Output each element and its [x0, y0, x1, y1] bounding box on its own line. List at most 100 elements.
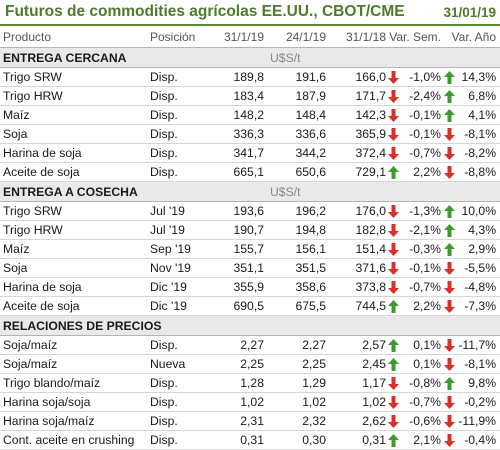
- position: Disp.: [150, 86, 208, 106]
- price-current: 1,02: [208, 392, 264, 412]
- section-unit: U$S/t: [264, 47, 500, 68]
- arrow-up-icon: [441, 239, 459, 259]
- price-year-ago: 176,0: [326, 201, 386, 221]
- product-name: Harina de soja: [0, 143, 150, 163]
- yearly-change: 2,9%: [458, 239, 500, 259]
- price-current: 2,27: [208, 335, 264, 355]
- yearly-change: -8,2%: [458, 143, 500, 163]
- weekly-change: -0,6%: [401, 411, 442, 431]
- section-unit: [264, 315, 500, 336]
- price-year-ago: 182,8: [326, 220, 386, 240]
- price-week-ago: 351,5: [264, 258, 326, 278]
- position: Disp.: [150, 67, 208, 87]
- table-row: Maíz Disp. 148,2 148,4 142,3 -0,1% 4,1%: [0, 105, 500, 125]
- column-header-date-1: 31/1/19: [208, 26, 264, 48]
- price-year-ago: 142,3: [326, 105, 386, 125]
- price-week-ago: 196,2: [264, 201, 326, 221]
- arrow-down-icon: [386, 373, 401, 393]
- arrow-down-icon: [386, 201, 401, 221]
- weekly-change: -2,4%: [401, 86, 442, 106]
- price-week-ago: 336,6: [264, 124, 326, 144]
- price-current: 2,25: [208, 354, 264, 374]
- price-current: 148,2: [208, 105, 264, 125]
- arrow-up-icon: [441, 220, 459, 240]
- price-current: 189,8: [208, 67, 264, 87]
- position: Dic '19: [150, 296, 208, 316]
- price-year-ago: 2,45: [326, 354, 386, 374]
- position: Disp.: [150, 105, 208, 125]
- price-week-ago: 191,6: [264, 67, 326, 87]
- table-row: Soja/maíz Nueva 2,25 2,25 2,45 0,1% -8,1%: [0, 354, 500, 374]
- table-row: Trigo SRW Jul '19 193,6 196,2 176,0 -1,3% 10,0…: [0, 201, 500, 221]
- arrow-down-icon: [386, 411, 401, 431]
- price-current: 690,5: [208, 296, 264, 316]
- arrow-up-icon: [386, 430, 401, 450]
- price-week-ago: 2,32: [264, 411, 326, 431]
- arrow-up-icon: [441, 373, 459, 393]
- arrow-down-icon: [386, 105, 401, 125]
- price-week-ago: 156,1: [264, 239, 326, 259]
- table-row: Cont. aceite en crushing Disp. 0,31 0,30 0,3…: [0, 430, 500, 450]
- weekly-change: -0,1%: [401, 105, 442, 125]
- table-row: Trigo HRW Disp. 183,4 187,9 171,7 -2,4% 6,8%: [0, 86, 500, 106]
- price-year-ago: 2,62: [326, 411, 386, 431]
- price-current: 183,4: [208, 86, 264, 106]
- arrow-up-icon: [441, 86, 459, 106]
- product-name: Soja: [0, 258, 150, 278]
- section-header: RELACIONES DE PRECIOS: [0, 315, 500, 336]
- column-header-date-3: 31/1/18: [326, 26, 386, 48]
- position: Sep '19: [150, 239, 208, 259]
- product-name: Trigo blando/maíz: [0, 373, 150, 393]
- yearly-change: -8,8%: [458, 162, 500, 182]
- product-name: Cont. aceite en crushing: [0, 430, 150, 450]
- price-week-ago: 2,25: [264, 354, 326, 374]
- product-name: Soja/maíz: [0, 354, 150, 374]
- product-name: Maíz: [0, 105, 150, 125]
- price-current: 341,7: [208, 143, 264, 163]
- arrow-up-icon: [386, 335, 401, 355]
- price-year-ago: 1,02: [326, 392, 386, 412]
- price-current: 190,7: [208, 220, 264, 240]
- weekly-change: -0,7%: [401, 143, 442, 163]
- price-week-ago: 358,6: [264, 277, 326, 297]
- price-year-ago: 151,4: [326, 239, 386, 259]
- arrow-down-icon: [386, 220, 401, 240]
- panel-header: Futuros de commodities agrícolas EE.UU.,…: [0, 0, 500, 24]
- price-year-ago: 372,4: [326, 143, 386, 163]
- position: Disp.: [150, 373, 208, 393]
- price-week-ago: 1,02: [264, 392, 326, 412]
- product-name: Soja/maíz: [0, 335, 150, 355]
- product-name: Trigo SRW: [0, 67, 150, 87]
- section-title: RELACIONES DE PRECIOS: [0, 315, 264, 336]
- price-current: 2,31: [208, 411, 264, 431]
- price-current: 0,31: [208, 430, 264, 450]
- table-row: Harina soja/soja Disp. 1,02 1,02 1,02 -0,7% -0…: [0, 392, 500, 412]
- price-current: 351,1: [208, 258, 264, 278]
- section-header: ENTREGA A COSECHA U$S/t: [0, 181, 500, 202]
- price-current: 1,28: [208, 373, 264, 393]
- arrow-down-icon: [386, 67, 401, 87]
- weekly-change: 0,1%: [401, 335, 442, 355]
- yearly-change: -0,2%: [458, 392, 500, 412]
- position: Disp.: [150, 335, 208, 355]
- price-week-ago: 650,6: [264, 162, 326, 182]
- column-header-position: Posición: [150, 26, 208, 48]
- arrow-up-icon: [386, 354, 401, 374]
- arrow-down-icon: [386, 143, 401, 163]
- table-row: Maíz Sep '19 155,7 156,1 151,4 -0,3% 2,9%: [0, 239, 500, 259]
- product-name: Trigo HRW: [0, 220, 150, 240]
- product-name: Aceite de soja: [0, 296, 150, 316]
- arrow-down-icon: [441, 411, 459, 431]
- arrow-down-icon: [386, 86, 401, 106]
- price-week-ago: 187,9: [264, 86, 326, 106]
- price-current: 665,1: [208, 162, 264, 182]
- arrow-down-icon: [441, 392, 459, 412]
- yearly-change: -11,7%: [458, 335, 500, 355]
- arrow-down-icon: [441, 354, 459, 374]
- section-unit: U$S/t: [264, 181, 500, 202]
- price-year-ago: 171,7: [326, 86, 386, 106]
- price-year-ago: 365,9: [326, 124, 386, 144]
- weekly-change: 0,1%: [401, 354, 442, 374]
- table-row: Harina de soja Dic '19 355,9 358,6 373,8 -0,7…: [0, 277, 500, 297]
- column-header-date-2: 24/1/19: [264, 26, 326, 48]
